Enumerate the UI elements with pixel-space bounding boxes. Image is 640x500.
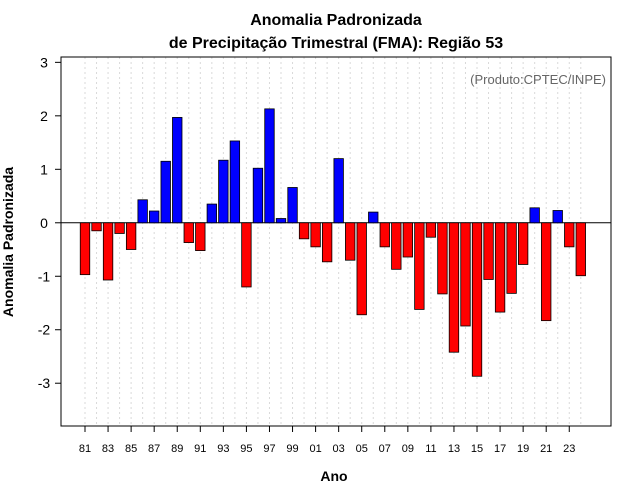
x-tick-label: 85 [125,443,137,455]
bar-91 [195,222,206,251]
x-tick-label: 95 [240,443,252,455]
product-credit: (Produto:CPTEC/INPE) [470,72,606,87]
bar-97 [264,108,275,224]
x-axis-ticks: 81 83 85 87 89 91 93 95 97 99 01 03 05 07 09 11 13 15 17 19… [79,426,575,455]
x-tick-label: 99 [286,443,298,455]
bar-87 [149,210,160,224]
bar-17 [494,222,506,313]
y-tick-label: 1 [40,161,48,177]
y-axis-title: Anomalia Padronizada [0,167,16,317]
x-tick-label: 81 [79,443,91,455]
x-axis-title: Ano [320,468,347,484]
bar-23 [564,222,575,248]
bar-04 [345,222,356,261]
y-tick-label: -3 [38,375,51,391]
x-tick-label: 15 [471,443,483,455]
chart-subtitle: de Precipitação Trimestral (FMA): Região… [169,35,503,52]
x-tick-label: 87 [148,443,160,455]
bar-12 [437,222,448,295]
y-tick-label: 3 [40,54,48,70]
x-tick-label: 07 [379,443,391,455]
bar-20 [529,207,540,224]
bar-89 [172,117,183,224]
y-tick-label: -2 [38,322,51,338]
bar-88 [160,160,171,224]
bar-16 [483,222,494,280]
chart-title: Anomalia Padronizada [250,12,422,29]
bar-92 [206,203,217,224]
grid-lines [84,57,582,426]
bar-22 [552,210,563,224]
x-tick-label: 17 [494,443,506,455]
bar-02 [321,222,333,263]
bar-82 [91,222,102,232]
bar-06 [368,211,379,224]
x-tick-label: 09 [402,443,414,455]
x-tick-label: 21 [540,443,552,455]
bar-00 [298,222,310,240]
bar-84 [114,222,125,234]
bar-08 [391,222,402,270]
bar-01 [310,222,321,248]
bar-83 [102,222,114,281]
bar-05 [356,222,367,316]
x-tick-label: 83 [102,443,114,455]
x-tick-label: 01 [309,443,321,455]
bar-11 [425,222,437,238]
bar-90 [183,222,194,243]
bar-93 [218,159,229,224]
bar-18 [506,222,517,294]
bar-13 [448,222,460,353]
x-tick-label: 97 [263,443,275,455]
bar-96 [252,167,264,224]
bars [79,108,586,377]
x-tick-label: 13 [448,443,460,455]
bar-86 [137,199,148,224]
y-axis-ticks: -3 -2 -1 0 1 2 3 [38,54,61,391]
y-tick-label: -1 [38,268,51,284]
bar-95 [241,222,252,288]
y-tick-label: 0 [40,215,48,231]
bar-03 [333,158,344,224]
bar-15 [471,222,483,377]
x-tick-label: 89 [171,443,183,455]
bar-81 [79,222,91,276]
x-tick-label: 19 [517,443,529,455]
bar-19 [517,222,529,265]
x-tick-label: 11 [425,443,436,455]
plot-frame [60,56,612,427]
bar-10 [414,222,425,310]
bar-98 [275,218,287,224]
bar-94 [229,140,241,224]
bar-09 [402,222,413,258]
x-tick-label: 03 [333,443,345,455]
x-tick-label: 93 [217,443,229,455]
bar-21 [541,222,552,322]
x-tick-label: 23 [563,443,575,455]
x-tick-label: 05 [356,443,368,455]
x-tick-label: 91 [194,443,206,455]
bar-07 [379,222,390,248]
y-tick-label: 2 [40,108,48,124]
bar-14 [460,222,471,327]
bar-99 [287,187,298,224]
bar-24 [575,222,586,277]
bar-85 [125,222,137,250]
